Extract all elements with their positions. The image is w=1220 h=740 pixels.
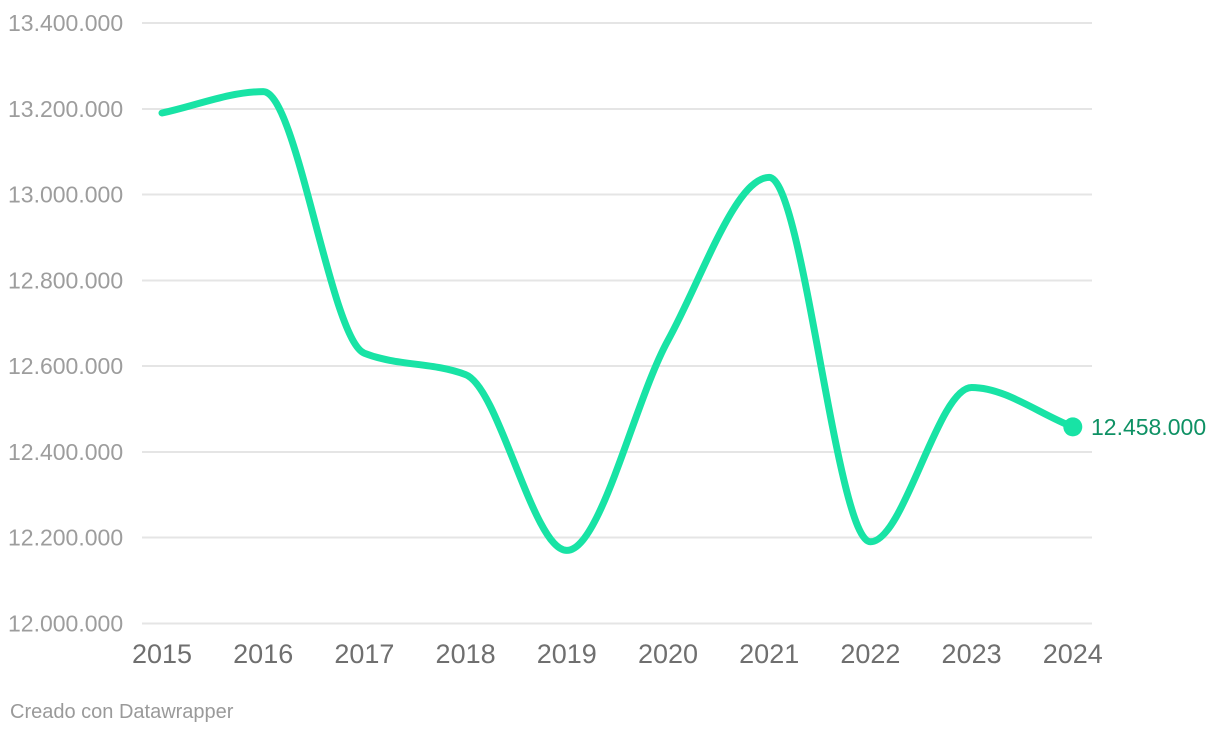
y-axis-tick-label: 12.800.000 — [8, 267, 123, 293]
y-axis-tick-label: 12.000.000 — [8, 610, 123, 636]
end-point-dot — [1063, 417, 1083, 437]
end-value-label: 12.458.000 — [1091, 414, 1206, 440]
x-axis-tick-label: 2024 — [1043, 639, 1103, 669]
y-axis-tick-label: 13.000.000 — [8, 182, 123, 208]
y-axis-tick-label: 12.600.000 — [8, 353, 123, 379]
x-axis-tick-label: 2019 — [537, 639, 597, 669]
x-axis-tick-label: 2017 — [334, 639, 394, 669]
x-axis-tick-label: 2023 — [942, 639, 1002, 669]
y-axis-tick-label: 12.200.000 — [8, 525, 123, 551]
x-axis-tick-label: 2022 — [840, 639, 900, 669]
x-axis-tick-label: 2018 — [436, 639, 496, 669]
datawrapper-credit-link[interactable]: Creado con Datawrapper — [10, 701, 234, 723]
x-axis-tick-label: 2020 — [638, 639, 698, 669]
y-axis-tick-label: 13.400.000 — [8, 10, 123, 36]
x-axis-tick-label: 2021 — [739, 639, 799, 669]
y-axis-tick-label: 13.200.000 — [8, 96, 123, 122]
x-axis-tick-label: 2015 — [132, 639, 192, 669]
y-axis-tick-label: 12.400.000 — [8, 439, 123, 465]
data-series-line — [158, 88, 1077, 554]
x-axis-tick-label: 2016 — [233, 639, 293, 669]
